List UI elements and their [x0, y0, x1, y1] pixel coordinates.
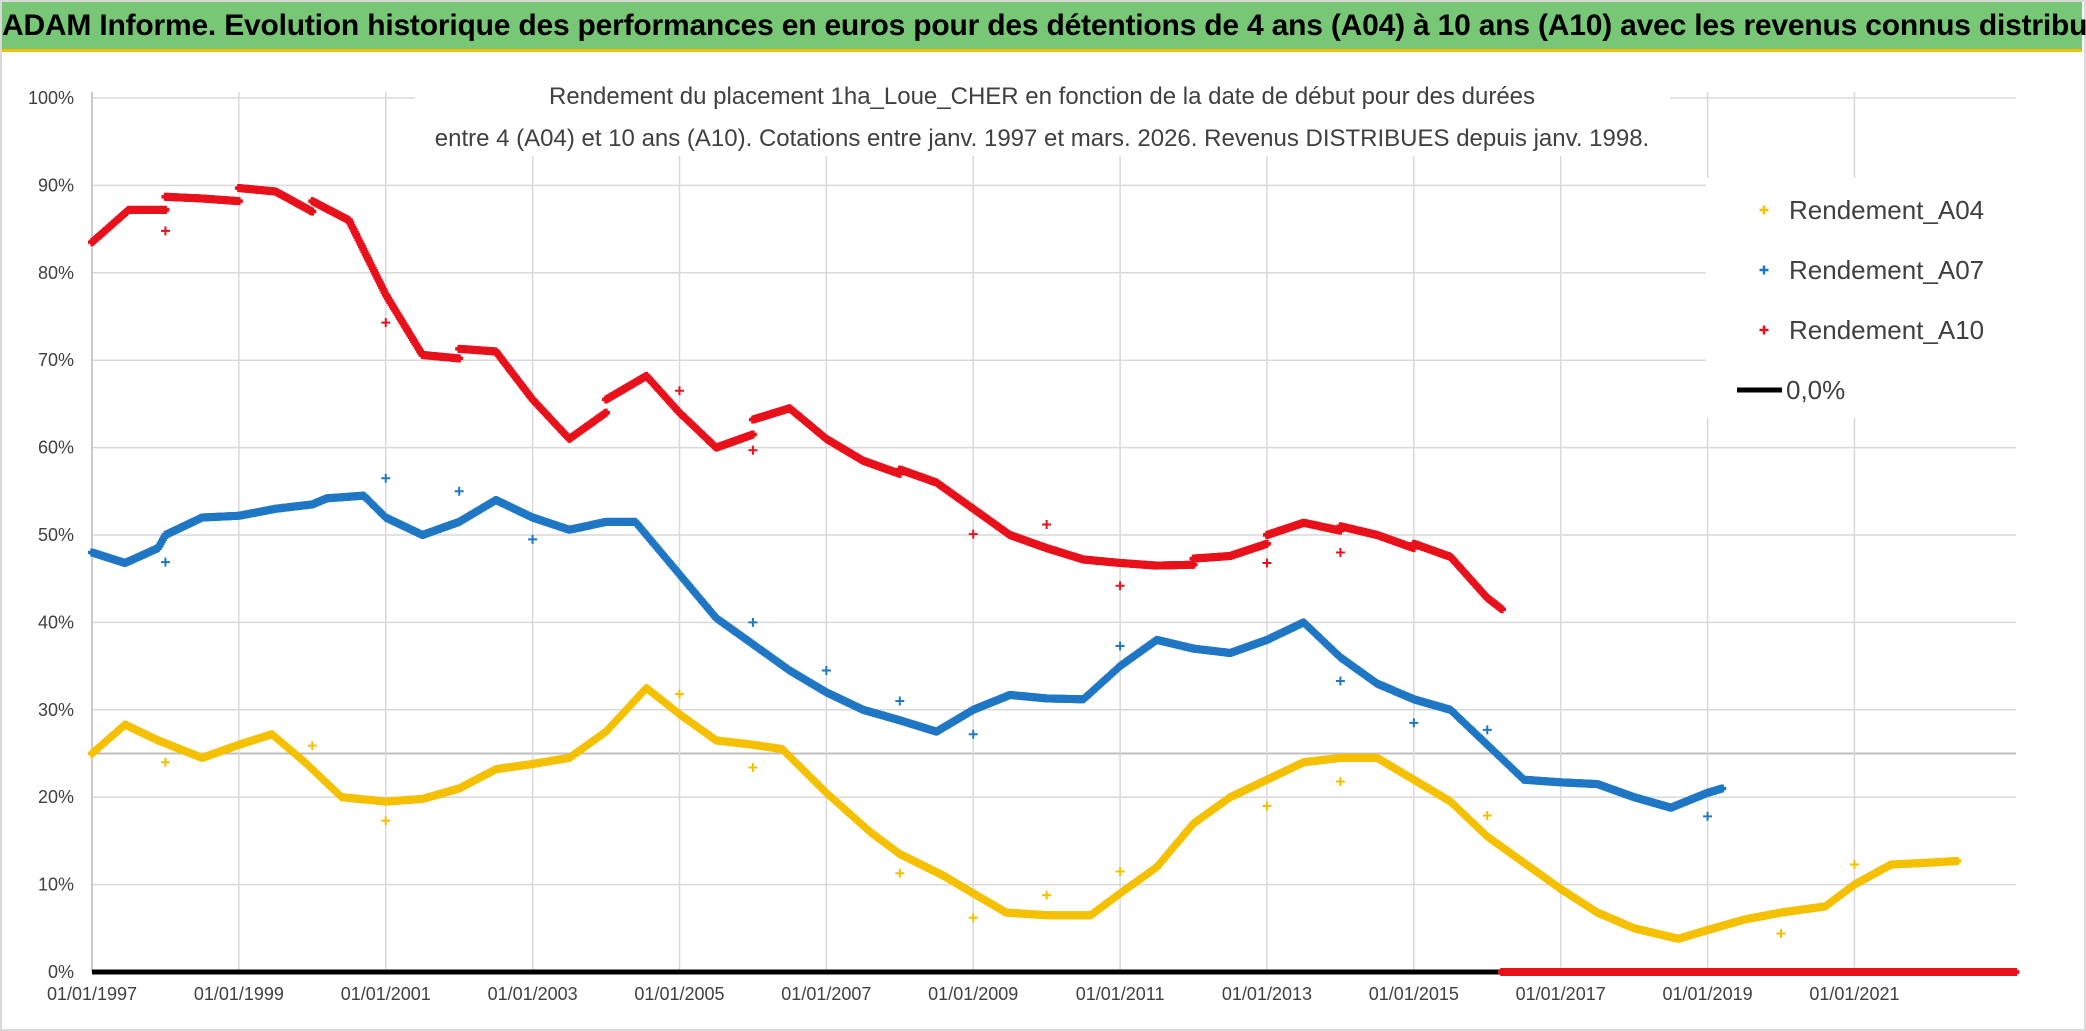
- y-axis-tick-labels: 0% 10% 20% 30% 40% 50% 60% 70% 80% 90% 100%: [28, 88, 74, 982]
- series-a10-zero-segment: [1497, 968, 2020, 976]
- series-rendement-a10: [88, 184, 1506, 614]
- data-point-outlier: [748, 617, 758, 627]
- data-point-outlier: [1482, 811, 1492, 821]
- data-point-outlier: [1042, 890, 1052, 900]
- legend-entry-label: Rendement_A07: [1789, 255, 1984, 285]
- y-tick-label: 0%: [48, 962, 74, 982]
- report-banner: ADAM Informe. Evolution historique des p…: [2, 2, 2086, 52]
- data-point-outlier: [895, 868, 905, 878]
- x-tick-label: 01/01/2001: [341, 984, 431, 1004]
- data-point-outlier: [1115, 641, 1125, 651]
- data-point-outlier: [381, 816, 391, 826]
- y-tick-label: 40%: [38, 612, 74, 632]
- chart-title-line-2: entre 4 (A04) et 10 ans (A10). Cotations…: [435, 125, 1649, 152]
- legend-entry-label: Rendement_A04: [1789, 195, 1984, 225]
- x-tick-label: 01/01/2015: [1369, 984, 1459, 1004]
- data-point-outlier: [674, 689, 684, 699]
- series-rendement-a04: [88, 683, 1962, 943]
- data-point-outlier: [160, 226, 170, 236]
- y-tick-label: 70%: [38, 350, 74, 370]
- data-point-outlier: [895, 696, 905, 706]
- chart-gridlines: [91, 92, 2016, 973]
- data-point-outlier: [674, 386, 684, 396]
- y-tick-label: 20%: [38, 787, 74, 807]
- data-point-outlier: [748, 762, 758, 772]
- x-tick-label: 01/01/2007: [781, 984, 871, 1004]
- series-rendement-a07: [88, 473, 1727, 821]
- data-point-outlier: [1262, 558, 1272, 568]
- x-tick-label: 01/01/2021: [1809, 984, 1899, 1004]
- data-point-outlier: [381, 473, 391, 483]
- y-tick-label: 90%: [38, 175, 74, 195]
- x-tick-label: 01/01/2013: [1222, 984, 1312, 1004]
- data-point-outlier: [1482, 725, 1492, 735]
- data-point-outlier: [1335, 547, 1345, 557]
- data-point-outlier: [160, 757, 170, 767]
- y-tick-label: 30%: [38, 700, 74, 720]
- data-point-outlier: [160, 557, 170, 567]
- y-tick-label: 60%: [38, 438, 74, 458]
- chart-title-background: [415, 82, 1670, 156]
- legend-entry-label: 0,0%: [1786, 375, 1845, 405]
- x-tick-label: 01/01/1997: [47, 984, 137, 1004]
- data-point-outlier: [1849, 859, 1859, 869]
- data-point-outlier: [1115, 866, 1125, 876]
- data-point-outlier: [1409, 718, 1419, 728]
- data-point-outlier: [821, 665, 831, 675]
- y-tick-label: 50%: [38, 525, 74, 545]
- data-point-outlier: [1335, 776, 1345, 786]
- data-point-outlier: [454, 486, 464, 496]
- data-point-outlier: [1703, 811, 1713, 821]
- data-point-outlier: [381, 318, 391, 328]
- data-point-outlier: [1335, 676, 1345, 686]
- x-tick-label: 01/01/2009: [928, 984, 1018, 1004]
- data-point-outlier: [528, 534, 538, 544]
- x-tick-label: 01/01/2005: [634, 984, 724, 1004]
- report-title: ADAM Informe. Evolution historique des p…: [2, 9, 2086, 42]
- data-point-outlier: [968, 529, 978, 539]
- x-tick-label: 01/01/2011: [1076, 984, 1165, 1004]
- data-point-outlier: [968, 729, 978, 739]
- series-layer: [88, 184, 2020, 976]
- data-point-outlier: [1042, 520, 1052, 530]
- data-point-outlier: [968, 913, 978, 923]
- data-point: [1953, 857, 1962, 866]
- x-tick-label: 01/01/2019: [1663, 984, 1753, 1004]
- x-tick-label: 01/01/2017: [1516, 984, 1606, 1004]
- chart-legend: Rendement_A04 Rendement_A07 Rendement_A10 0…: [1706, 178, 2024, 418]
- x-axis-tick-labels: 01/01/1997 01/01/1999 01/01/2001 01/01/2003…: [47, 984, 1900, 1004]
- chart-title-line-1: Rendement du placement 1ha_Loue_CHER en …: [549, 83, 1535, 110]
- y-tick-label: 10%: [38, 875, 74, 895]
- x-tick-label: 01/01/1999: [194, 984, 284, 1004]
- y-tick-label: 80%: [38, 263, 74, 283]
- data-point-outlier: [307, 741, 317, 751]
- data-point-outlier: [1115, 581, 1125, 591]
- x-tick-label: 01/01/2003: [488, 984, 578, 1004]
- legend-entry-label: Rendement_A10: [1789, 315, 1984, 345]
- data-point-outlier: [1776, 929, 1786, 939]
- data-point-outlier: [1262, 801, 1272, 811]
- y-tick-label: 100%: [28, 88, 74, 108]
